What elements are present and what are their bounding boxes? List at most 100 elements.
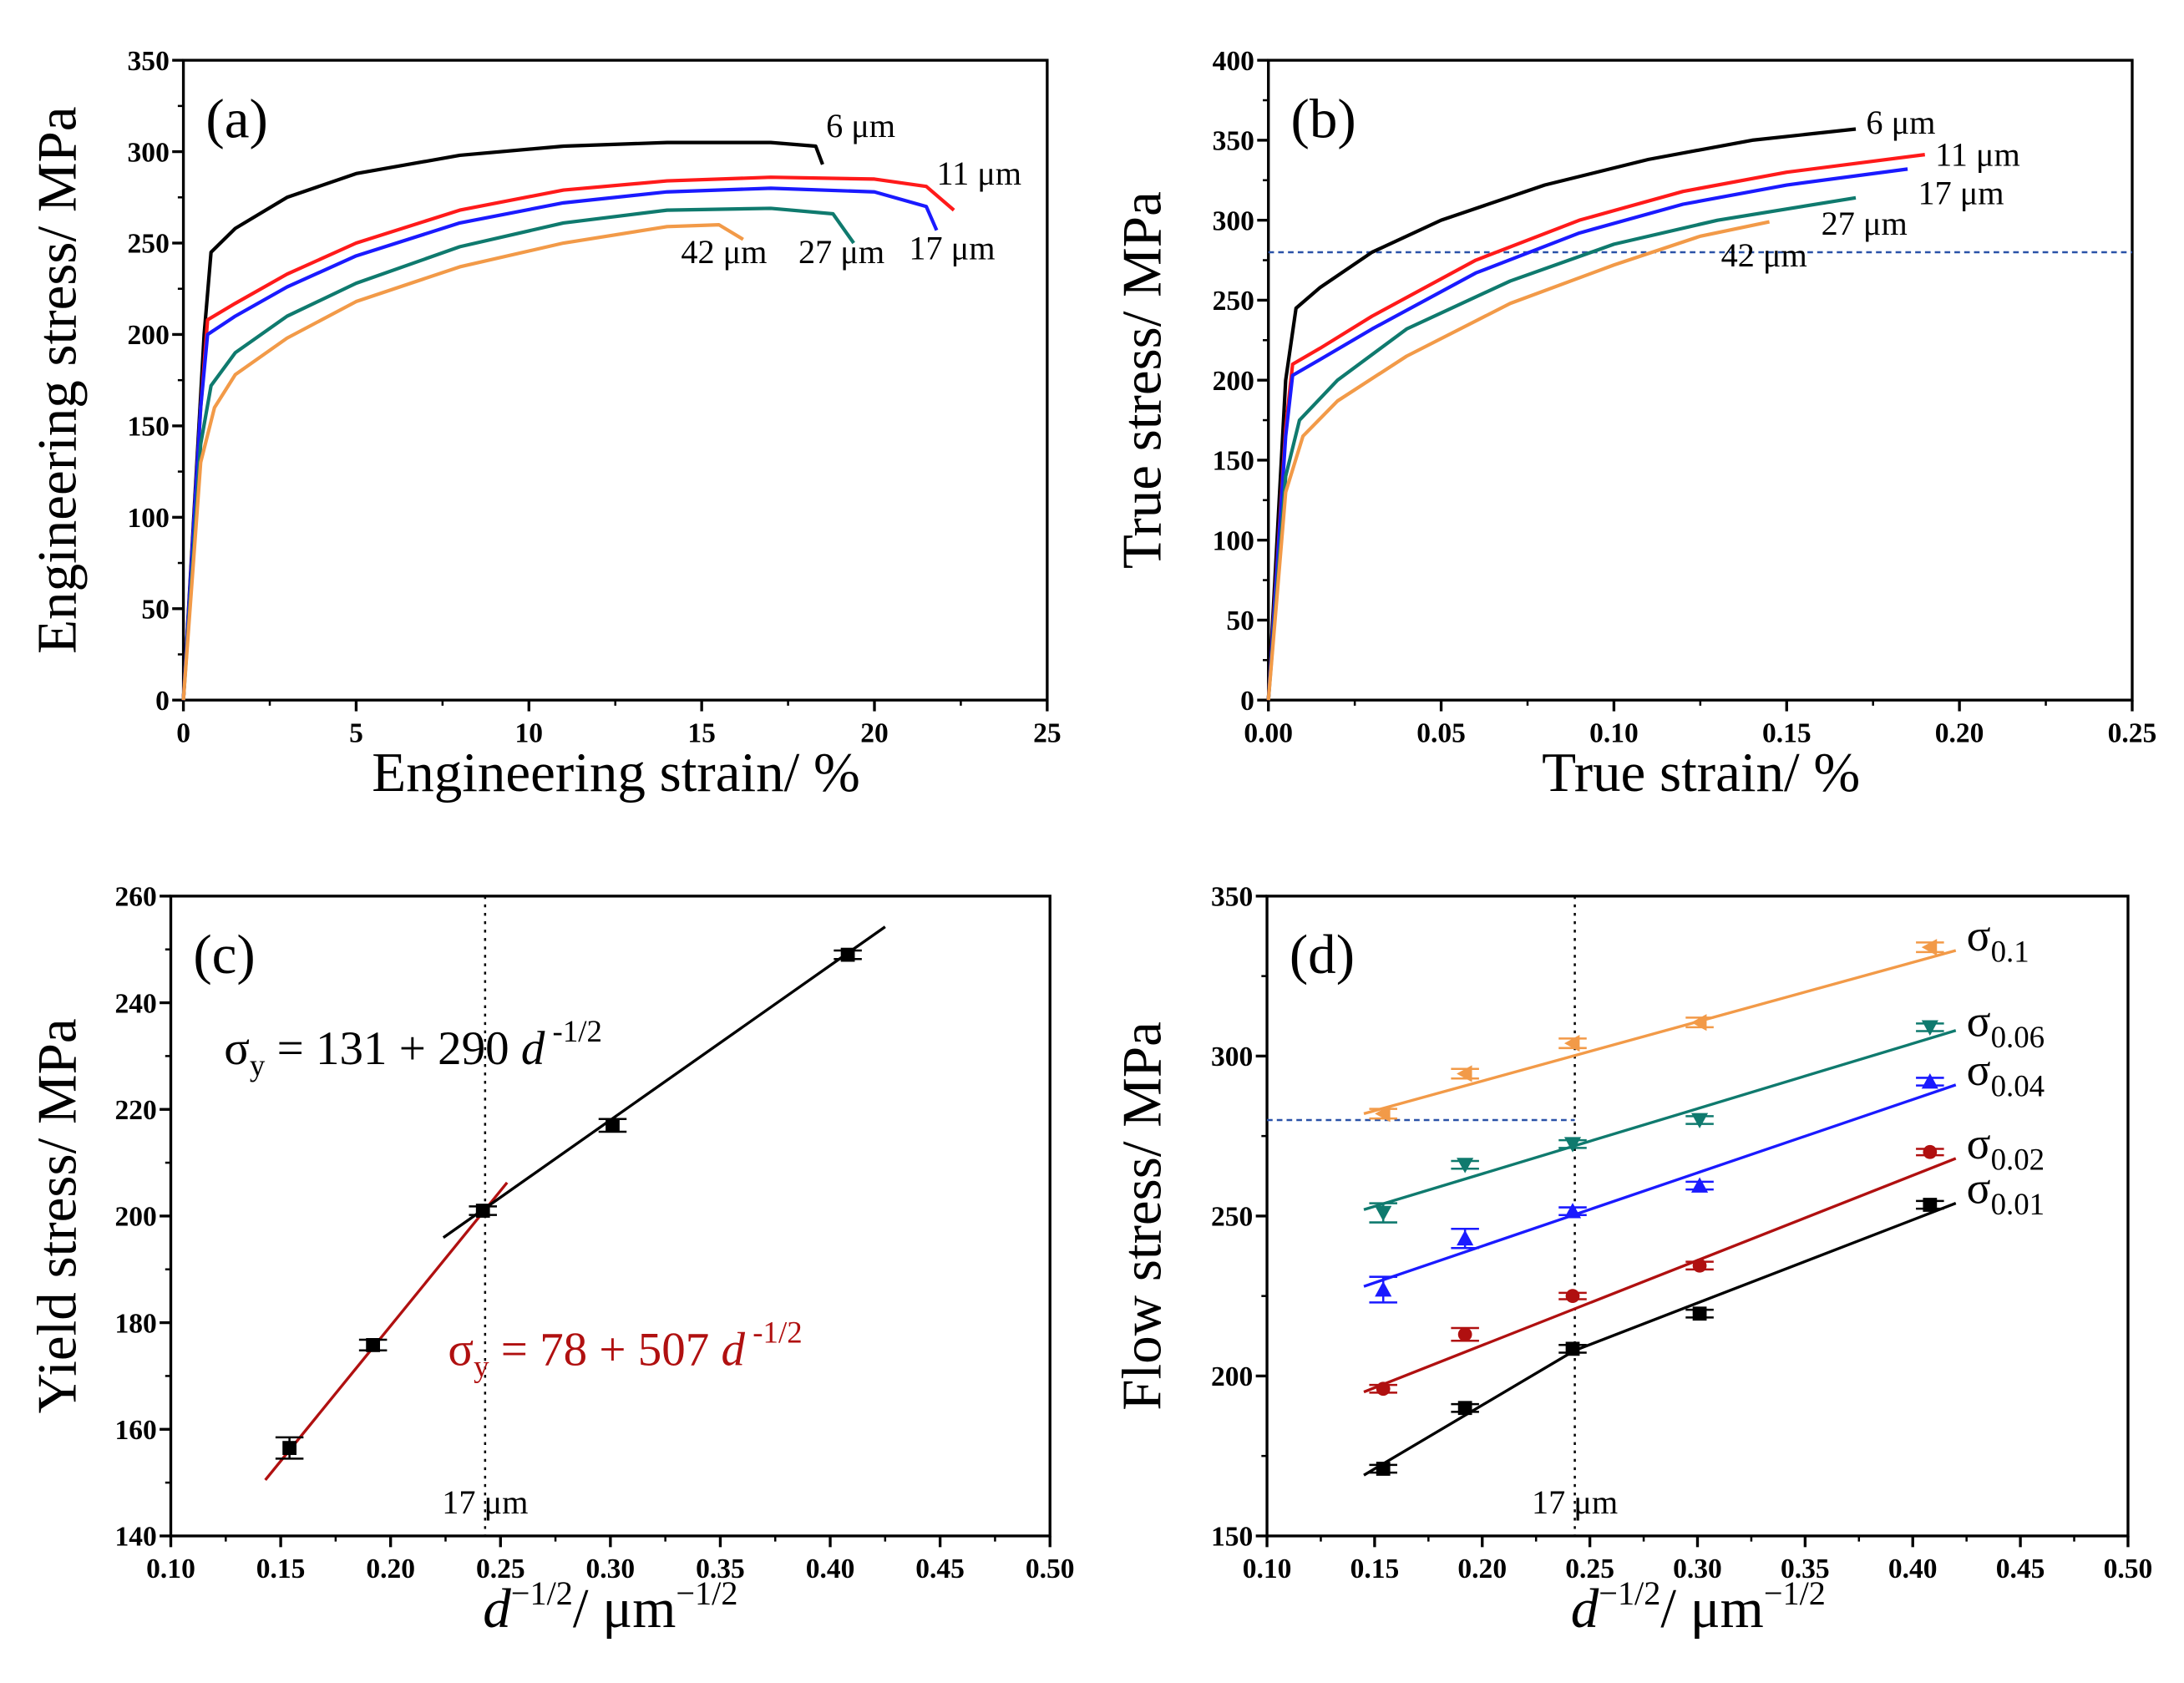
y-tick-label: 200	[114, 1202, 156, 1233]
eq-body: = 78 + 507	[489, 1323, 722, 1376]
x-tick-label: 0.45	[1996, 1554, 2045, 1584]
x-axis-title: d−1/2/ μm−1/2	[1571, 1574, 1826, 1640]
legend-sigma: σ	[1967, 1163, 1991, 1214]
curve-42m	[1266, 220, 1771, 701]
fit-line	[1363, 1029, 1957, 1211]
panel-label: (b)	[1291, 87, 1356, 150]
data-point	[1457, 1229, 1474, 1246]
y-tick-label: 260	[114, 882, 156, 913]
y-tick-label: 100	[128, 503, 170, 534]
x-tick-label: 0.15	[1350, 1554, 1400, 1584]
x-tick-label: 0.25	[476, 1554, 525, 1584]
y-tick-label: 180	[114, 1308, 156, 1339]
y-axis-title: Flow stress/ MPa	[1111, 1021, 1173, 1411]
x-tick-label: 15	[687, 717, 716, 748]
data-point	[1563, 1035, 1580, 1052]
eq-body: = 131 + 290	[265, 1022, 520, 1075]
legend-sigma: σ	[1967, 996, 1991, 1046]
data-point	[1923, 1198, 1938, 1212]
curve-label: 27 μm	[1822, 205, 1908, 242]
eq-superscript: -1/2	[545, 1014, 602, 1048]
data-point	[1921, 1020, 1938, 1036]
data-point	[1565, 1289, 1580, 1304]
x-title-sup: −1/2	[511, 1574, 573, 1612]
eq-d: d	[722, 1323, 746, 1376]
y-tick-label: 150	[1211, 1522, 1253, 1553]
y-axis-title: True stress/ MPa	[1111, 191, 1173, 569]
eq-sigma: σ	[448, 1323, 474, 1376]
y-tick-label: 0	[1240, 686, 1254, 717]
data-point	[1691, 1113, 1709, 1129]
fit-line	[1363, 949, 1957, 1115]
data-point	[1375, 1105, 1391, 1123]
x-title-unit: / μm	[573, 1577, 676, 1640]
x-tick-label: 0.30	[586, 1554, 636, 1584]
data-point	[1691, 1014, 1707, 1032]
y-tick-label: 160	[114, 1415, 156, 1446]
x-tick-label: 0.15	[256, 1554, 306, 1584]
y-axis-title: Yield stress/ MPa	[26, 1018, 89, 1413]
data-point	[1921, 939, 1938, 956]
data-point	[1921, 1072, 1938, 1089]
x-title-sup: −1/2	[1599, 1574, 1660, 1612]
x-axis-title: True strain/ %	[1542, 741, 1860, 803]
y-tick-label: 250	[1213, 286, 1254, 317]
y-tick-label: 300	[1213, 205, 1254, 236]
x-tick-label: 0.50	[2104, 1554, 2153, 1584]
data-point	[1375, 1280, 1392, 1297]
data-point	[606, 1118, 620, 1133]
x-tick-label: 0.20	[1457, 1554, 1507, 1584]
legend-sigma: σ	[1967, 1118, 1991, 1168]
x-tick-label: 0.35	[696, 1554, 745, 1584]
fit-line	[442, 925, 886, 1239]
legend-subscript: 0.06	[1991, 1020, 2045, 1054]
fit-line	[1363, 1157, 1957, 1394]
series-legend-label: σ0.06	[1967, 996, 2045, 1053]
curve-label: 17 μm	[909, 230, 995, 267]
y-tick-label: 150	[1213, 446, 1254, 477]
x-tick-label: 5	[349, 717, 363, 748]
fit-equation: σy = 131 + 290 d -1/2	[224, 1014, 602, 1082]
curve-11m	[181, 175, 955, 701]
x-tick-label: 0.25	[2108, 717, 2157, 748]
y-tick-label: 400	[1213, 46, 1254, 77]
x-title-sup: −1/2	[1764, 1574, 1826, 1612]
eq-d: d	[521, 1022, 545, 1075]
x-tick-label: 0.35	[1781, 1554, 1830, 1584]
curve-27m	[1266, 195, 1857, 701]
x-tick-label: 0.05	[1416, 717, 1466, 748]
y-tick-label: 250	[128, 229, 170, 260]
y-tick-label: 50	[141, 594, 170, 625]
legend-sigma: σ	[1967, 910, 1991, 961]
data-point	[1692, 1258, 1707, 1273]
curve-label: 42 μm	[681, 233, 767, 271]
fit-line	[1363, 1083, 1957, 1288]
series-legend-label: σ0.01	[1967, 1163, 2045, 1221]
panel-label: (d)	[1290, 923, 1355, 986]
panel-label: (c)	[193, 923, 255, 986]
y-tick-label: 200	[1211, 1361, 1253, 1392]
legend-sigma: σ	[1967, 1045, 1991, 1095]
x-tick-label: 0	[176, 717, 190, 748]
data-point	[1457, 1065, 1472, 1082]
curve-label: 11 μm	[1935, 136, 2020, 174]
data-point	[1376, 1381, 1391, 1397]
data-point	[1563, 1137, 1582, 1153]
panel-label: (a)	[205, 87, 267, 150]
x-tick-label: 25	[1033, 717, 1062, 748]
x-tick-label: 0.45	[915, 1554, 965, 1584]
x-title-unit: / μm	[1660, 1577, 1764, 1640]
fit-line	[1363, 1202, 1957, 1477]
panel-c: 0.10 0.15 0.20 0.25 0.30 0.35 0.40 0.45 0.50 140 1…	[26, 882, 1075, 1640]
curve-label: 27 μm	[798, 233, 884, 271]
legend-subscript: 0.1	[1991, 934, 2029, 968]
x-tick-label: 0.10	[1589, 717, 1639, 748]
x-tick-label: 0.25	[1565, 1554, 1614, 1584]
x-tick-label: 10	[515, 717, 544, 748]
y-tick-label: 350	[128, 46, 170, 77]
legend-subscript: 0.01	[1991, 1187, 2045, 1221]
data-point	[1457, 1158, 1474, 1174]
y-tick-label: 0	[155, 686, 170, 717]
series-legend-label: σ0.02	[1967, 1118, 2045, 1176]
panel-a: 0 5 10 15 20 25050100150200250300350Engineeri…	[26, 46, 1062, 803]
